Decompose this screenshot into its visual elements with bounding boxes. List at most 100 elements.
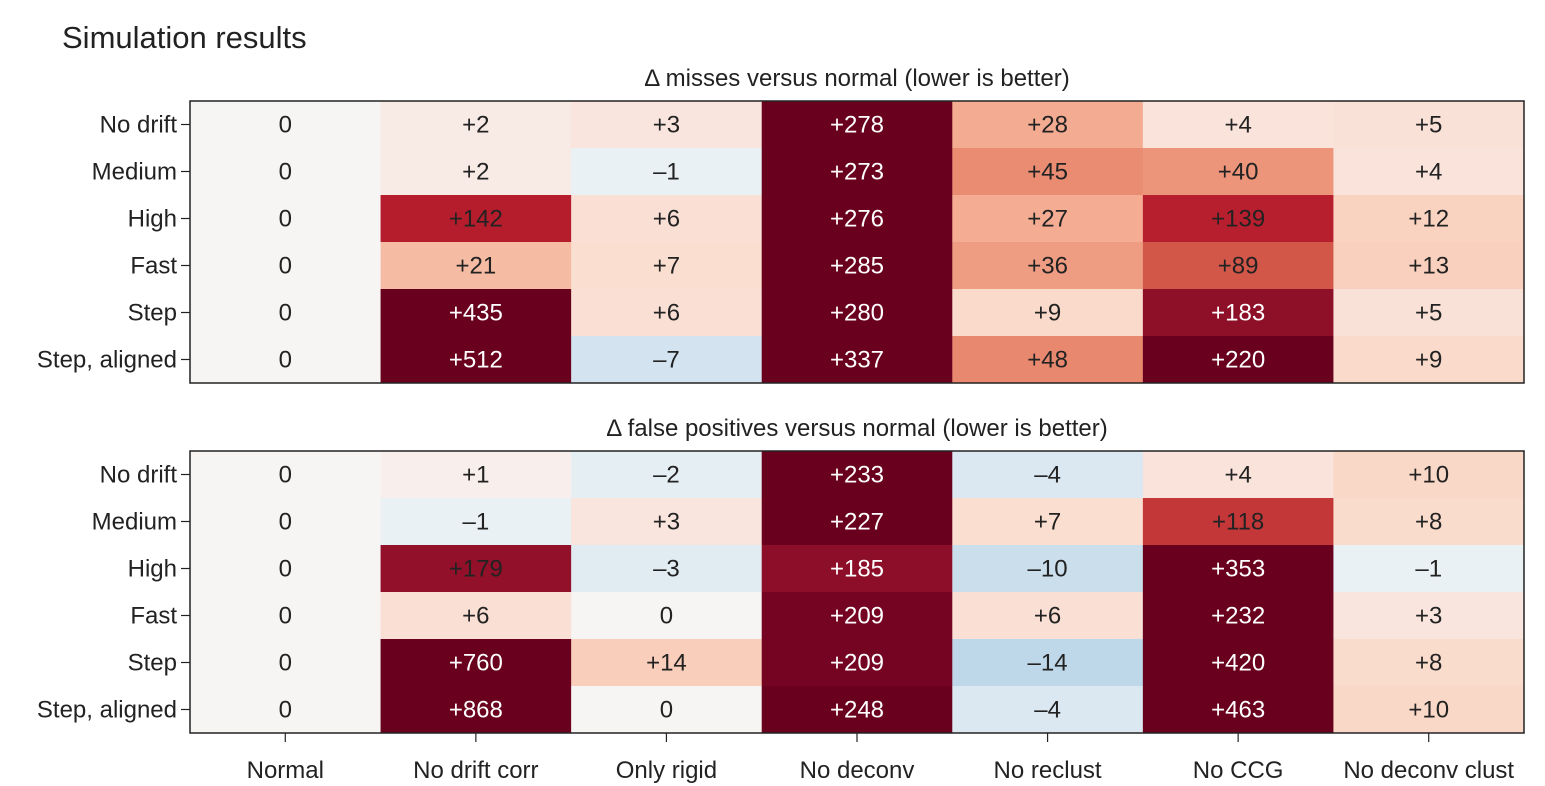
- heatmap-cell: [190, 101, 382, 149]
- cell-label: +420: [1211, 650, 1265, 677]
- heatmap-cell: [380, 195, 572, 243]
- x-tick-label: No deconv: [800, 757, 915, 784]
- cell-label: +139: [1211, 206, 1265, 233]
- cell-label: +6: [462, 603, 489, 630]
- x-tick-label: No reclust: [994, 757, 1102, 784]
- cell-label: +8: [1415, 650, 1442, 677]
- cell-label: +7: [1034, 509, 1061, 536]
- cell-label: +6: [653, 300, 680, 327]
- panel-title: Δ false positives versus normal (lower i…: [606, 415, 1108, 442]
- heatmap-cell: [761, 289, 953, 337]
- cell-label: +14: [646, 650, 687, 677]
- cell-label: –2: [653, 462, 680, 489]
- heatmap-cell: [571, 498, 763, 546]
- heatmap-cell: [952, 451, 1144, 499]
- heatmap-cell: [952, 639, 1144, 687]
- heatmap-panel-1: Δ misses versus normal (lower is better)…: [37, 65, 1525, 384]
- cell-label: +5: [1415, 112, 1442, 139]
- cell-label: +48: [1027, 347, 1068, 374]
- cell-label: +6: [653, 206, 680, 233]
- heatmap-cell: [1142, 545, 1334, 593]
- cell-label: +3: [653, 509, 680, 536]
- cell-label: +183: [1211, 300, 1265, 327]
- cell-label: +185: [830, 556, 884, 583]
- heatmap-cell: [190, 289, 382, 337]
- heatmap-cell: [952, 686, 1144, 734]
- heatmap-cell: [571, 545, 763, 593]
- cell-label: 0: [279, 112, 292, 139]
- heatmap-cell: [571, 686, 763, 734]
- cell-label: +227: [830, 509, 884, 536]
- heatmap-cell: [1333, 242, 1525, 290]
- cell-label: +4: [1415, 159, 1442, 186]
- y-tick-label: Step: [128, 650, 177, 677]
- cell-label: 0: [279, 159, 292, 186]
- heatmap-cell: [1142, 101, 1334, 149]
- heatmap-cell: [1142, 498, 1334, 546]
- heatmap-cell: [380, 592, 572, 640]
- heatmap-cell: [190, 195, 382, 243]
- panel-title: Δ misses versus normal (lower is better): [644, 65, 1069, 92]
- cell-label: +6: [1034, 603, 1061, 630]
- heatmap-cell: [380, 289, 572, 337]
- cell-label: +435: [449, 300, 503, 327]
- heatmap-cell: [1142, 336, 1334, 384]
- cell-label: +179: [449, 556, 503, 583]
- heatmap-cell: [1333, 498, 1525, 546]
- heatmap-cell: [952, 336, 1144, 384]
- cell-label: 0: [279, 462, 292, 489]
- heatmap-cell: [190, 498, 382, 546]
- heatmap-cell: [1333, 451, 1525, 499]
- heatmap-cell: [1142, 148, 1334, 196]
- x-tick-label: Only rigid: [616, 757, 717, 784]
- heatmap-cell: [190, 592, 382, 640]
- heatmap-cell: [761, 639, 953, 687]
- heatmap-cell: [761, 101, 953, 149]
- cell-label: +12: [1408, 206, 1449, 233]
- cell-label: –4: [1034, 697, 1061, 724]
- cell-label: 0: [279, 347, 292, 374]
- cell-label: +21: [455, 253, 496, 280]
- y-tick-label: Medium: [92, 509, 177, 536]
- heatmap-cell: [1142, 639, 1334, 687]
- cell-label: +9: [1415, 347, 1442, 374]
- heatmap-cell: [1333, 289, 1525, 337]
- cell-label: +40: [1218, 159, 1259, 186]
- cell-label: +209: [830, 650, 884, 677]
- cell-label: +9: [1034, 300, 1061, 327]
- heatmap-cell: [952, 289, 1144, 337]
- heatmap-cell: [761, 545, 953, 593]
- heatmap-cell: [571, 195, 763, 243]
- y-tick-label: Medium: [92, 159, 177, 186]
- heatmap-cell: [571, 101, 763, 149]
- cell-label: 0: [279, 300, 292, 327]
- cell-label: –1: [463, 509, 490, 536]
- heatmap-cell: [190, 639, 382, 687]
- heatmap-cell: [952, 148, 1144, 196]
- cell-label: +4: [1224, 112, 1251, 139]
- cell-label: +868: [449, 697, 503, 724]
- heatmap-cell: [1142, 451, 1334, 499]
- panel-frame: [189, 100, 1525, 384]
- heatmap-cell: [952, 101, 1144, 149]
- cell-label: 0: [279, 556, 292, 583]
- cell-label: +280: [830, 300, 884, 327]
- cell-label: +7: [653, 253, 680, 280]
- heatmap-cell: [1142, 195, 1334, 243]
- heatmap-cell: [761, 592, 953, 640]
- heatmap-cell: [190, 686, 382, 734]
- heatmap-cell: [380, 101, 572, 149]
- cell-label: +45: [1027, 159, 1068, 186]
- heatmap-cell: [190, 148, 382, 196]
- heatmap-cell: [1142, 686, 1334, 734]
- heatmap-cell: [190, 545, 382, 593]
- x-tick-label: Normal: [247, 757, 324, 784]
- cell-label: +463: [1211, 697, 1265, 724]
- heatmap-cell: [571, 289, 763, 337]
- cell-label: +2: [462, 159, 489, 186]
- heatmap-cell: [761, 336, 953, 384]
- cell-label: 0: [660, 697, 673, 724]
- heatmap-cell: [380, 686, 572, 734]
- heatmap-cell: [571, 451, 763, 499]
